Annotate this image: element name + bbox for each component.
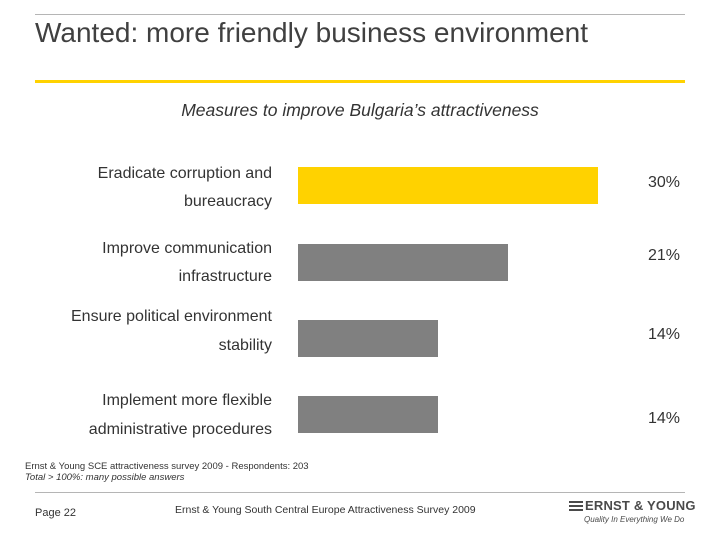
- page-number: Page 22: [35, 507, 76, 519]
- category-label-4-line-2: administrative procedures: [88, 421, 272, 438]
- top-rule: [35, 14, 685, 15]
- value-label-1: 30%: [647, 174, 680, 191]
- value-label-2: 21%: [647, 247, 680, 264]
- category-label-1-line-1: Eradicate corruption and: [97, 165, 272, 182]
- value-label-3: 14%: [647, 326, 680, 343]
- category-label-1-line-2: bureaucracy: [183, 193, 272, 210]
- bar-chart-canvas: [298, 167, 598, 433]
- bar-chart: Eradicate corruption and bureaucracy 30% Im…: [71, 165, 680, 438]
- logo-tagline: Quality In Everything We Do: [584, 515, 685, 524]
- ernst-young-logo: ERNST & YOUNG Quality In Everything We D…: [567, 498, 696, 530]
- category-label-3-line-2: stability: [218, 337, 272, 354]
- slide-title: Wanted: more friendly business environme…: [35, 17, 588, 48]
- chart-title: Measures to improve Bulgaria’s attractiv…: [181, 100, 539, 120]
- title-accent-rule: [35, 80, 685, 83]
- survey-note-respondents: Ernst & Young SCE attractiveness survey …: [25, 461, 309, 472]
- logo-name: ERNST & YOUNG: [585, 498, 696, 513]
- footer-rule: [35, 492, 685, 493]
- logo-mark-icon: [569, 501, 583, 511]
- category-label-4-line-1: Implement more flexible: [102, 392, 272, 409]
- category-label-2-line-1: Improve communication: [102, 240, 272, 257]
- bar-3: [298, 320, 438, 357]
- value-label-4: 14%: [647, 410, 680, 427]
- survey-note-total: Total > 100%: many possible answers: [25, 472, 185, 483]
- bar-1: [298, 167, 598, 204]
- category-label-2-line-2: infrastructure: [178, 268, 272, 285]
- footer-source: Ernst & Young South Central Europe Attra…: [175, 504, 476, 516]
- bar-2: [298, 244, 508, 281]
- bar-4: [298, 396, 438, 433]
- survey-note: Ernst & Young SCE attractiveness survey …: [25, 461, 309, 483]
- category-label-3-line-1: Ensure political environment: [71, 308, 272, 325]
